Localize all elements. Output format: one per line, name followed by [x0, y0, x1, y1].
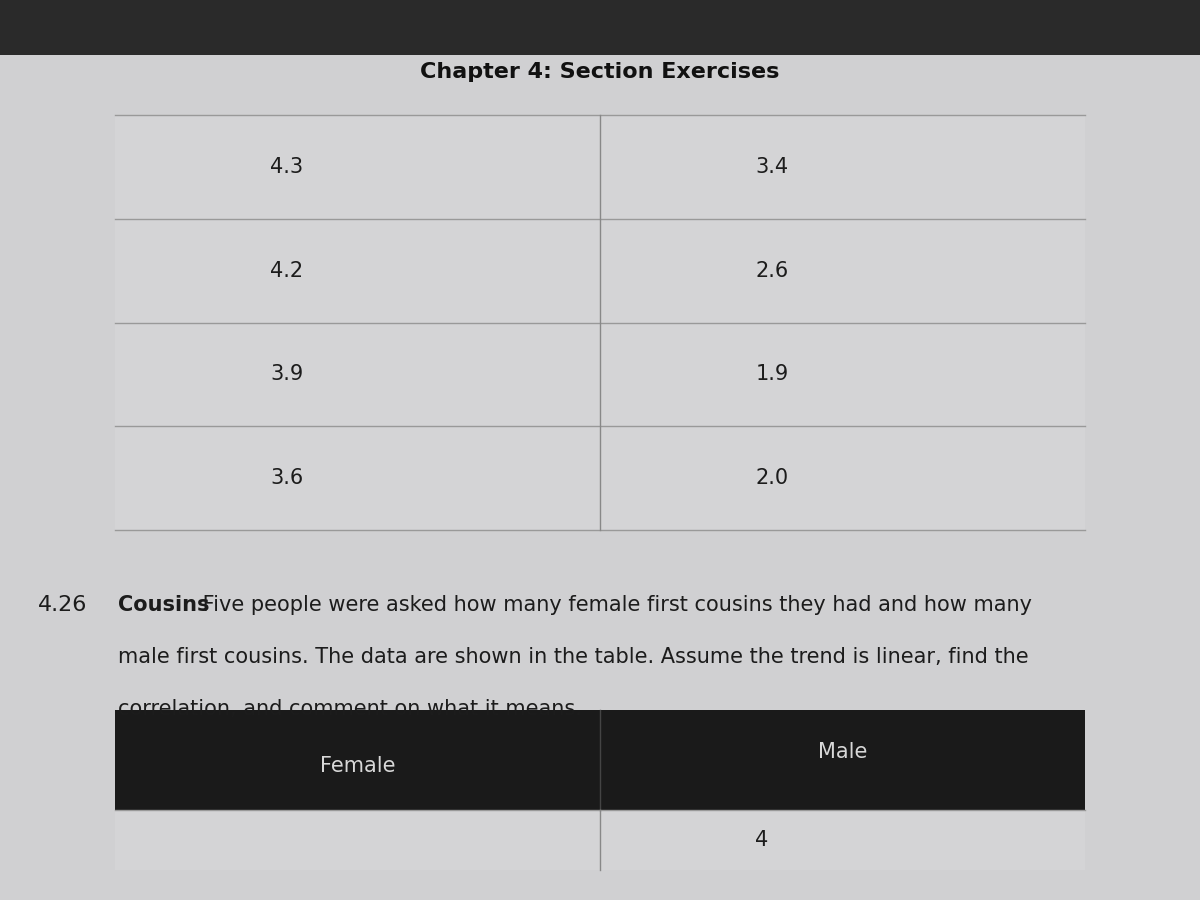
Text: 3.9: 3.9 — [270, 364, 304, 384]
FancyBboxPatch shape — [115, 710, 1085, 810]
Text: 4.26: 4.26 — [38, 595, 88, 615]
Text: Male: Male — [818, 742, 868, 762]
Text: Five people were asked how many female first cousins they had and how many: Five people were asked how many female f… — [196, 595, 1032, 615]
FancyBboxPatch shape — [115, 115, 1085, 530]
Text: Chapter 4: Section Exercises: Chapter 4: Section Exercises — [420, 62, 780, 82]
Text: 4.3: 4.3 — [270, 157, 304, 177]
Text: 2.0: 2.0 — [755, 468, 788, 488]
Text: 4.2: 4.2 — [270, 261, 304, 281]
Text: correlation, and comment on what it means.: correlation, and comment on what it mean… — [118, 699, 582, 719]
Text: Cousins: Cousins — [118, 595, 210, 615]
Text: 1.9: 1.9 — [755, 364, 788, 384]
FancyBboxPatch shape — [0, 0, 1200, 55]
Text: 3.6: 3.6 — [270, 468, 304, 488]
Text: 4: 4 — [755, 830, 768, 850]
Text: 3.4: 3.4 — [755, 157, 788, 177]
Text: 2.6: 2.6 — [755, 261, 788, 281]
FancyBboxPatch shape — [115, 810, 1085, 870]
Text: male first cousins. The data are shown in the table. Assume the trend is linear,: male first cousins. The data are shown i… — [118, 647, 1028, 667]
Text: Female: Female — [319, 756, 395, 776]
